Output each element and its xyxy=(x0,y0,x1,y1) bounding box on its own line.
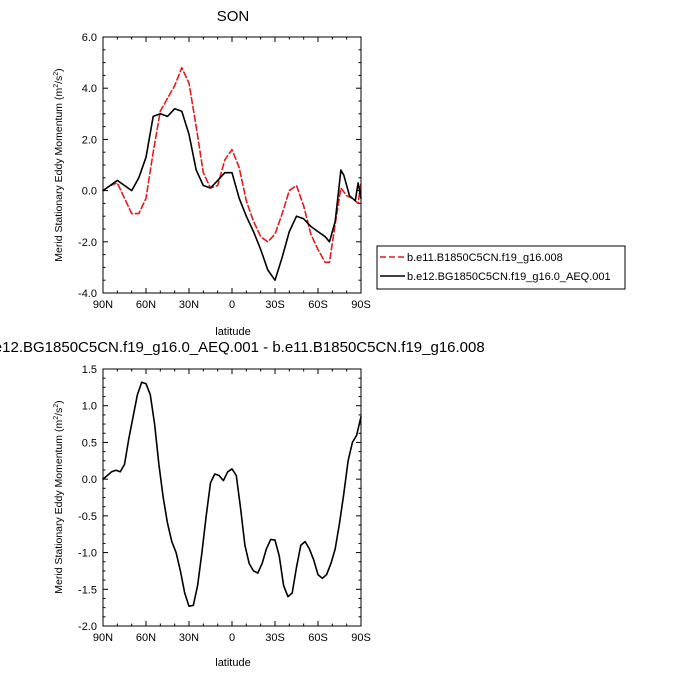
x-tick-label: 30S xyxy=(265,632,285,644)
chart-title: SON xyxy=(217,8,250,25)
y-tick-label: 0.5 xyxy=(82,437,97,449)
x-tick-label: 60N xyxy=(136,299,156,311)
plot-frame xyxy=(102,368,362,627)
chart-son: SON 90N 60N 30N 0 30S 60S 90S -4.0 -2.0 0.0 2.0 4.0… xyxy=(53,8,626,338)
chart-difference: b.e12.BG1850C5CN.f19_g16.0_AEQ.001 - b.e… xyxy=(0,339,485,669)
y-tick-label: -1.5 xyxy=(78,584,97,596)
x-tick-label: 90N xyxy=(93,299,113,311)
x-tick-label: 30N xyxy=(179,299,199,311)
y-tick-label: 4.0 xyxy=(82,83,97,95)
y-tick-label: 0.0 xyxy=(82,186,97,198)
y-tick-label: -4.0 xyxy=(78,288,97,300)
y-tick-label: -0.5 xyxy=(78,511,97,523)
y-tick-label: 6.0 xyxy=(82,32,97,44)
x-tick-label: 90S xyxy=(351,299,371,311)
x-axis-label: latitude xyxy=(215,657,250,669)
plot-area: 90N 60N 30N 0 30S 60S 90S -4.0 -2.0 0.0 2.0 4.0 6.0 xyxy=(78,32,371,311)
x-tick-label: 60S xyxy=(308,632,328,644)
x-tick-label: 0 xyxy=(229,299,235,311)
y-tick-label: -1.0 xyxy=(78,548,97,560)
x-tick-label: 90S xyxy=(351,632,371,644)
x-tick-label: 60N xyxy=(136,632,156,644)
series-line xyxy=(102,66,362,264)
y-tick-label: -2.0 xyxy=(78,237,97,249)
y-axis-label: Merid Stationary Eddy Momentum (m2/s2) xyxy=(53,68,65,261)
legend: b.e11.B1850C5CN.f19_g16.008 b.e12.BG1850… xyxy=(376,245,626,290)
plot-frame xyxy=(102,36,362,294)
y-tick-label: -2.0 xyxy=(78,621,97,633)
y-tick-label: 2.0 xyxy=(82,134,97,146)
y-axis-label: Merid Stationary Eddy Momentum (m2/s2) xyxy=(53,400,65,593)
svg-text:Merid Stationary Eddy Momentum: Merid Stationary Eddy Momentum (m2/s2) xyxy=(53,68,65,261)
y-tick-label: 0.0 xyxy=(82,474,97,486)
x-tick-label: 30N xyxy=(179,632,199,644)
svg-text:Merid Stationary Eddy Momentum: Merid Stationary Eddy Momentum (m2/s2) xyxy=(53,400,65,593)
x-axis-label: latitude xyxy=(215,326,250,338)
y-tick-label: 1.5 xyxy=(82,364,97,376)
y-tick-label: 1.0 xyxy=(82,401,97,413)
legend-label: b.e11.B1850C5CN.f19_g16.008 xyxy=(407,252,563,264)
x-tick-label: 60S xyxy=(308,299,328,311)
x-tick-label: 30S xyxy=(265,299,285,311)
legend-label: b.e12.BG1850C5CN.f19_g16.0_AEQ.001 xyxy=(407,271,611,283)
plot-area: 90N 60N 30N 0 30S 60S 90S -2.0 -1.5 -1.0 -0.5 0.0 0.… xyxy=(78,364,371,644)
x-tick-label: 0 xyxy=(229,632,235,644)
series-line xyxy=(102,107,362,281)
chart-title: b.e12.BG1850C5CN.f19_g16.0_AEQ.001 - b.e… xyxy=(0,339,485,356)
x-tick-label: 90N xyxy=(93,632,113,644)
series-line xyxy=(102,381,362,607)
